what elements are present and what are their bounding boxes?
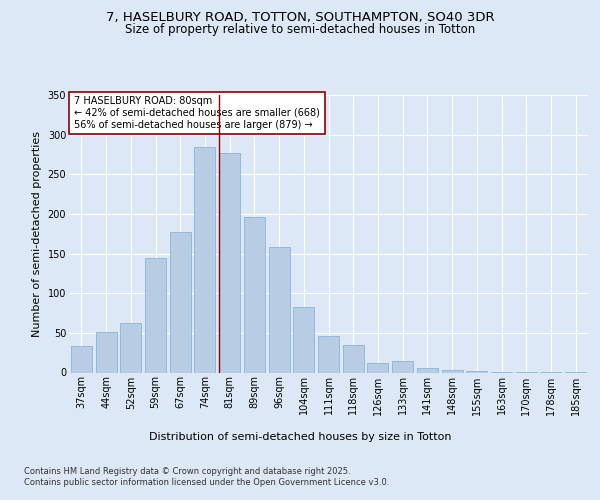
Bar [145, 258, 166, 372]
Text: Size of property relative to semi-detached houses in Totton: Size of property relative to semi-detach… [125, 22, 475, 36]
Bar [318, 336, 339, 372]
Bar [95, 332, 116, 372]
Bar [442, 370, 463, 372]
Bar [120, 324, 141, 372]
Bar [71, 346, 92, 372]
Bar [466, 371, 487, 372]
Text: 7, HASELBURY ROAD, TOTTON, SOUTHAMPTON, SO40 3DR: 7, HASELBURY ROAD, TOTTON, SOUTHAMPTON, … [106, 11, 494, 24]
Bar [293, 306, 314, 372]
Bar [219, 153, 240, 372]
Bar [194, 146, 215, 372]
Bar [343, 345, 364, 372]
Text: Distribution of semi-detached houses by size in Totton: Distribution of semi-detached houses by … [149, 432, 451, 442]
Text: Contains HM Land Registry data © Crown copyright and database right 2025.
Contai: Contains HM Land Registry data © Crown c… [24, 468, 389, 487]
Bar [417, 368, 438, 372]
Bar [392, 362, 413, 372]
Bar [170, 232, 191, 372]
Bar [367, 363, 388, 372]
Text: 7 HASELBURY ROAD: 80sqm
← 42% of semi-detached houses are smaller (668)
56% of s: 7 HASELBURY ROAD: 80sqm ← 42% of semi-de… [74, 96, 320, 130]
Bar [269, 247, 290, 372]
Y-axis label: Number of semi-detached properties: Number of semi-detached properties [32, 130, 42, 337]
Bar [244, 217, 265, 372]
